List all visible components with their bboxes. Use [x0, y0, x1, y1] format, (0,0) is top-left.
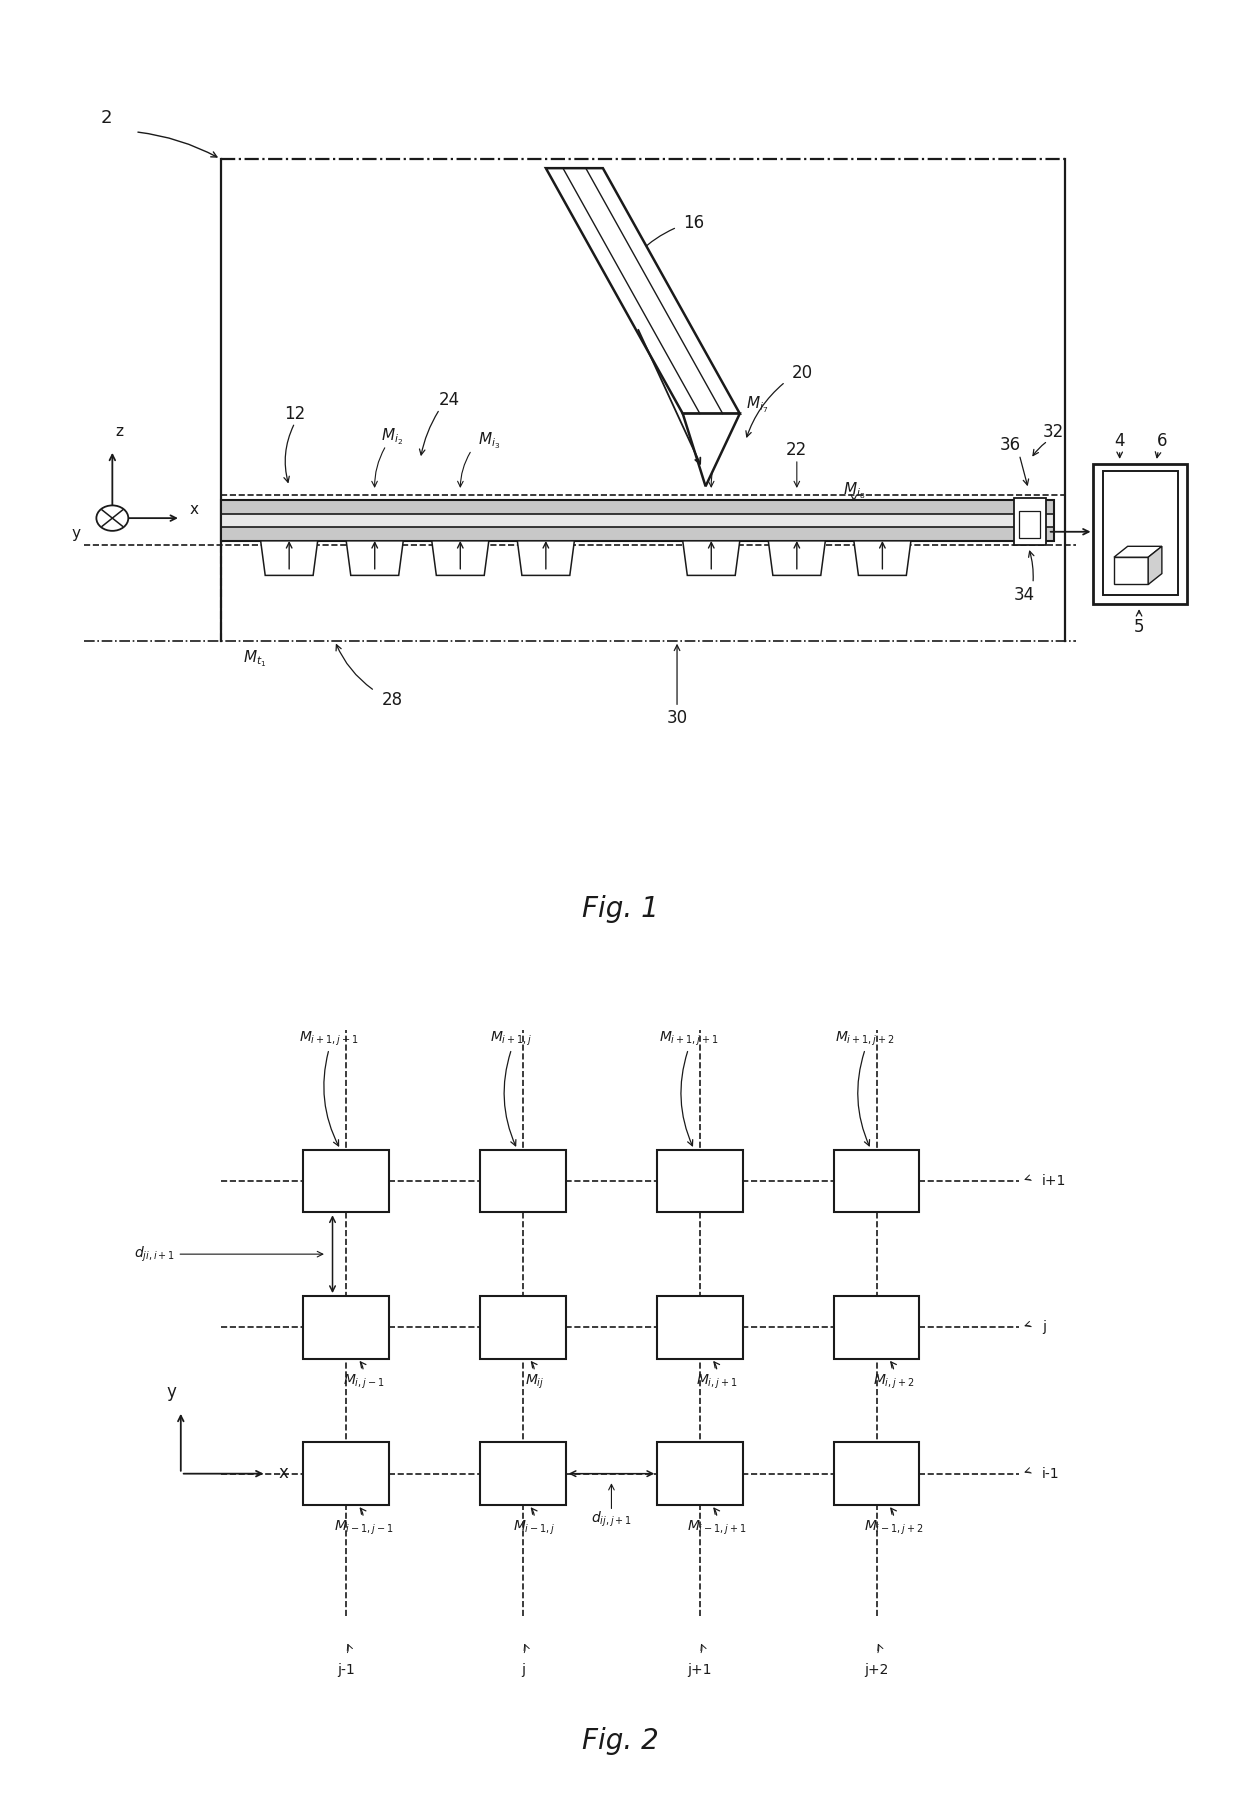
- Bar: [1019, 511, 1040, 538]
- Polygon shape: [260, 542, 317, 574]
- Text: y: y: [72, 525, 81, 542]
- Bar: [657, 1442, 743, 1505]
- Bar: [657, 1296, 743, 1358]
- Text: 24: 24: [438, 391, 460, 409]
- Text: Fig. 1: Fig. 1: [582, 894, 658, 924]
- Bar: [221, 527, 1054, 542]
- Text: $M_{t_1}$: $M_{t_1}$: [243, 649, 267, 669]
- Polygon shape: [769, 542, 826, 574]
- Text: $M_{i_7}$: $M_{i_7}$: [745, 395, 768, 415]
- Text: 10: 10: [655, 300, 676, 318]
- Bar: [1114, 558, 1148, 585]
- Text: $d_{ij,j+1}$: $d_{ij,j+1}$: [591, 1511, 632, 1529]
- Polygon shape: [854, 542, 911, 574]
- Text: i-1: i-1: [1042, 1467, 1060, 1480]
- Text: 20: 20: [792, 364, 813, 382]
- Polygon shape: [1148, 545, 1162, 585]
- Text: $M_{i,j-1}$: $M_{i,j-1}$: [342, 1373, 384, 1391]
- Text: 36: 36: [999, 436, 1021, 454]
- Text: 2: 2: [100, 109, 113, 127]
- Text: $M_{i_3}$: $M_{i_3}$: [477, 431, 500, 451]
- Bar: [480, 1296, 565, 1358]
- Text: $M_{i+1,j-1}$: $M_{i+1,j-1}$: [299, 1029, 358, 1047]
- Text: $M_{ij}$: $M_{ij}$: [525, 1373, 544, 1391]
- Bar: [221, 500, 1054, 514]
- Text: 28: 28: [381, 691, 403, 709]
- Bar: [221, 500, 1054, 542]
- Bar: [480, 1442, 565, 1505]
- Text: $M_{i,j+2}$: $M_{i,j+2}$: [873, 1373, 915, 1391]
- Text: j-1: j-1: [337, 1663, 355, 1678]
- Text: $M_{i+1,j+1}$: $M_{i+1,j+1}$: [658, 1029, 718, 1047]
- Text: 30: 30: [666, 709, 688, 727]
- Text: 22: 22: [786, 442, 807, 458]
- Text: j: j: [1042, 1320, 1047, 1334]
- Polygon shape: [683, 415, 740, 487]
- Text: j+1: j+1: [688, 1663, 712, 1678]
- Text: $M_{i-1,j}$: $M_{i-1,j}$: [513, 1518, 556, 1538]
- Bar: [304, 1149, 389, 1213]
- Text: 6: 6: [1157, 433, 1167, 449]
- Text: 12: 12: [284, 405, 305, 422]
- Text: $M_{i+1,j}$: $M_{i+1,j}$: [490, 1029, 533, 1047]
- Text: x: x: [279, 1463, 289, 1482]
- Text: y: y: [166, 1383, 176, 1400]
- Text: $M_{i+1,j+2}$: $M_{i+1,j+2}$: [836, 1029, 895, 1047]
- Text: $M_{i_8}$: $M_{i_8}$: [843, 480, 866, 502]
- Text: 5: 5: [1133, 618, 1145, 636]
- Bar: [304, 1296, 389, 1358]
- Polygon shape: [432, 542, 489, 574]
- Bar: [480, 1149, 565, 1213]
- Bar: [1013, 498, 1045, 545]
- Text: z: z: [115, 424, 123, 440]
- Text: 16: 16: [683, 215, 704, 231]
- Text: $M_{i-1,j+1}$: $M_{i-1,j+1}$: [687, 1518, 746, 1538]
- Bar: [835, 1149, 920, 1213]
- Polygon shape: [546, 169, 740, 415]
- Text: $M_{i_2}$: $M_{i_2}$: [381, 425, 403, 447]
- Text: Fig. 2: Fig. 2: [582, 1727, 658, 1756]
- Text: $M_{i,j+1}$: $M_{i,j+1}$: [696, 1373, 738, 1391]
- Text: i+1: i+1: [1042, 1174, 1066, 1187]
- Polygon shape: [517, 542, 574, 574]
- Bar: [657, 1149, 743, 1213]
- Bar: [835, 1296, 920, 1358]
- Bar: [221, 513, 1054, 527]
- Bar: [1102, 471, 1178, 596]
- Bar: [304, 1442, 389, 1505]
- Text: 4: 4: [1115, 433, 1125, 449]
- Text: 32: 32: [1043, 424, 1064, 440]
- Polygon shape: [346, 542, 403, 574]
- Circle shape: [97, 505, 128, 531]
- Bar: [835, 1442, 920, 1505]
- Text: $M_{i-1,j-1}$: $M_{i-1,j-1}$: [334, 1518, 393, 1538]
- Text: j+2: j+2: [864, 1663, 889, 1678]
- Text: $d_{ji,i+1}$: $d_{ji,i+1}$: [134, 1245, 175, 1264]
- Text: j: j: [521, 1663, 525, 1678]
- Text: 34: 34: [1013, 587, 1034, 604]
- Text: $M_{i-1,j+2}$: $M_{i-1,j+2}$: [864, 1518, 924, 1538]
- Text: x: x: [190, 502, 198, 516]
- Polygon shape: [1114, 545, 1162, 558]
- Bar: [1094, 464, 1187, 604]
- Polygon shape: [683, 542, 740, 574]
